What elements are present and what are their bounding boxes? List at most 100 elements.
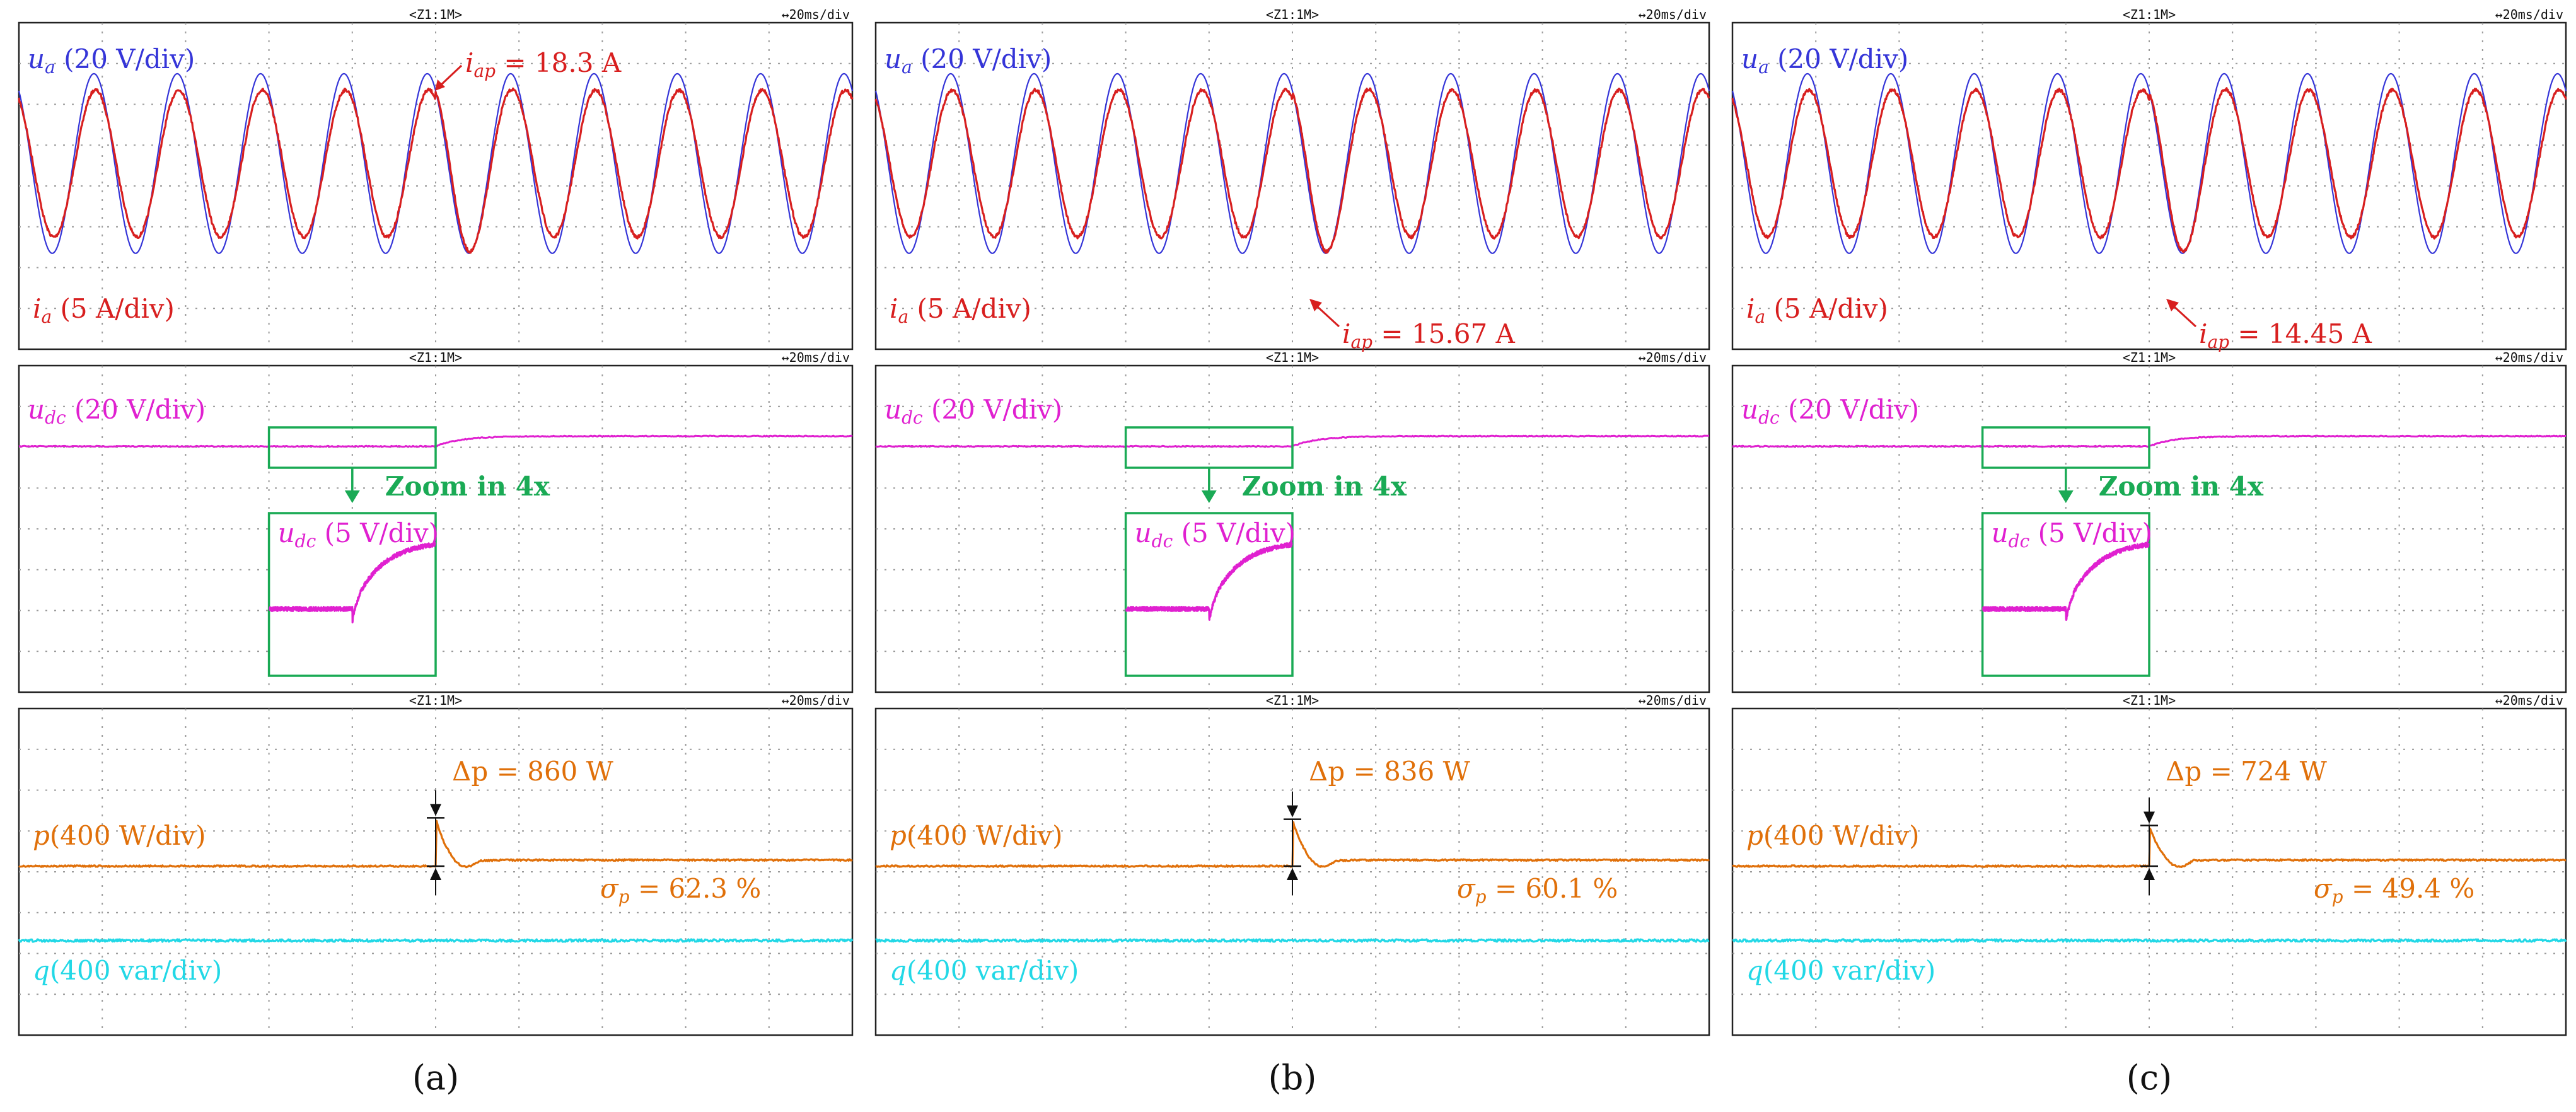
zoom-in-label-c: Zoom in 4x [2099, 471, 2264, 502]
iap-annotation-a-part: ap [473, 61, 496, 81]
udc-zoom-label-a-part: dc [295, 531, 316, 552]
panel-b-middle-zoom-header: <Z1:1M> [1266, 350, 1319, 365]
ua-label-c-part: (20 V/div) [1777, 43, 1908, 74]
dp-top-arrow-b [1287, 805, 1298, 818]
ia-label-a-part: i [33, 293, 41, 324]
sigma-p-label-b-part [1487, 873, 1495, 904]
udc-zoom-label-c-part: u [1992, 518, 2009, 548]
iap-arrowhead-b [1309, 299, 1322, 311]
ia-label-a-part [52, 293, 60, 324]
ia-label-c-part: a [1755, 306, 1765, 327]
sigma-p-label-b-part: p [1475, 886, 1487, 907]
udc-label-b-part: dc [902, 407, 923, 428]
ia-waveform-a [18, 87, 854, 254]
udc-zoom-label-b: udc (5 V/div) [1135, 518, 1296, 552]
zoom-detail-box-b [1124, 512, 1294, 677]
iap-annotation-b-part [1372, 318, 1381, 349]
ua-waveform-a [18, 72, 854, 254]
panel-a-middle-timebase-header: ↔20ms/div [782, 350, 850, 365]
p-label-c: p(400 W/div) [1746, 820, 1920, 851]
iap-arrowhead-a [435, 79, 445, 91]
iap-annotation-b-part: = 15.67 A [1381, 318, 1515, 349]
udc-zoom-waveform-b [1125, 542, 1293, 621]
zoom-arrowhead-a [344, 490, 360, 503]
iap-annotation-c: iap = 14.45 A [2199, 318, 2372, 352]
q-label-c-part: (400 var/div) [1763, 955, 1935, 986]
panel-b-top-timebase-header: ↔20ms/div [1639, 7, 1707, 22]
ia-label-c-part: i [1746, 293, 1755, 324]
panel-c-middle-timebase-header: ↔20ms/div [2495, 350, 2563, 365]
sigma-p-label-b-part: σ [1457, 873, 1476, 904]
zoom-in-label-a: Zoom in 4x [385, 471, 550, 502]
udc-label-c-part: (20 V/div) [1788, 394, 1919, 425]
ua-label-b-part: u [885, 43, 902, 74]
panel-a-top-zoom-header: <Z1:1M> [409, 7, 462, 22]
sigma-p-label-b: σp = 60.1 % [1457, 873, 1618, 907]
iap-arrow-a [439, 64, 463, 87]
dp-top-arrow-c [2144, 811, 2155, 824]
udc-label-b-part [923, 394, 931, 425]
ia-label-b-part: a [898, 306, 908, 327]
dp-bottom-arrow-c [2144, 868, 2155, 880]
p-label-c-part: p [1746, 820, 1763, 851]
ua-label-a-part [55, 43, 64, 74]
q-waveform-a [18, 938, 854, 943]
iap-annotation-c-part: ap [2207, 332, 2229, 352]
iap-arrow-c [2171, 304, 2197, 328]
dp-bottom-arrow-a [430, 868, 441, 880]
udc-label-a: udc (20 V/div) [28, 394, 206, 428]
sigma-p-label-c: σp = 49.4 % [2314, 873, 2474, 907]
p-label-b: p(400 W/div) [890, 820, 1063, 851]
zoom-detail-box-a [267, 512, 437, 677]
iap-annotation-a: iap = 18.3 A [465, 47, 622, 81]
ua-label-a: ua (20 V/div) [28, 43, 195, 78]
udc-zoom-label-a-part: (5 V/div) [325, 518, 439, 548]
udc-zoom-label-a-part: u [278, 518, 295, 548]
p-label-a: p(400 W/div) [33, 820, 206, 851]
udc-zoom-label-b-part: u [1135, 518, 1152, 548]
ia-label-b: ia (5 A/div) [890, 293, 1031, 327]
ua-label-a-part: (20 V/div) [64, 43, 195, 74]
panel-b-middle-timebase-header: ↔20ms/div [1639, 350, 1707, 365]
udc-label-c-part: dc [1758, 407, 1780, 428]
dp-bottom-arrow-b [1287, 868, 1298, 880]
zoom-arrowhead-c [2058, 490, 2074, 503]
udc-zoom-label-a: udc (5 V/div) [278, 518, 439, 552]
panel-c-top-timebase-header: ↔20ms/div [2495, 7, 2563, 22]
panel-b-bottom-zoom-header: <Z1:1M> [1266, 693, 1319, 708]
iap-annotation-a-part: i [465, 47, 473, 78]
p-label-a-part: p [33, 820, 50, 851]
udc-zoom-label-c-part: dc [2009, 531, 2030, 552]
udc-label-b-part: (20 V/div) [931, 394, 1062, 425]
ua-label-a-part: a [45, 57, 55, 78]
udc-zoom-label-c-part [2029, 518, 2038, 548]
ia-waveform-c [1731, 87, 2567, 253]
panel-a-bottom-zoom-header: <Z1:1M> [409, 693, 462, 708]
sigma-p-label-a-part: = 62.3 % [638, 873, 761, 904]
ua-label-c-part: a [1758, 57, 1769, 78]
udc-zoom-label-a-part [316, 518, 324, 548]
iap-annotation-c-part: = 14.45 A [2237, 318, 2372, 349]
panel-c-bottom-zoom-header: <Z1:1M> [2123, 693, 2176, 708]
iap-arrow-b [1314, 304, 1340, 328]
ia-label-c-part [1765, 293, 1773, 324]
iap-annotation-b: iap = 15.67 A [1342, 318, 1516, 352]
udc-label-a-part: (20 V/div) [74, 394, 206, 425]
sigma-p-label-c-part: σ [2314, 873, 2333, 904]
ia-waveform-b [874, 87, 1710, 254]
ua-label-b-part: a [902, 57, 912, 78]
panel-b-top-zoom-header: <Z1:1M> [1266, 7, 1319, 22]
ia-label-a-part: a [41, 306, 52, 327]
ua-waveform-b [874, 72, 1710, 254]
udc-label-a-part: u [28, 394, 45, 425]
panel-c-top-zoom-header: <Z1:1M> [2123, 7, 2176, 22]
zoom-arrowhead-b [1201, 490, 1217, 503]
sigma-p-label-a-part: p [618, 886, 630, 907]
